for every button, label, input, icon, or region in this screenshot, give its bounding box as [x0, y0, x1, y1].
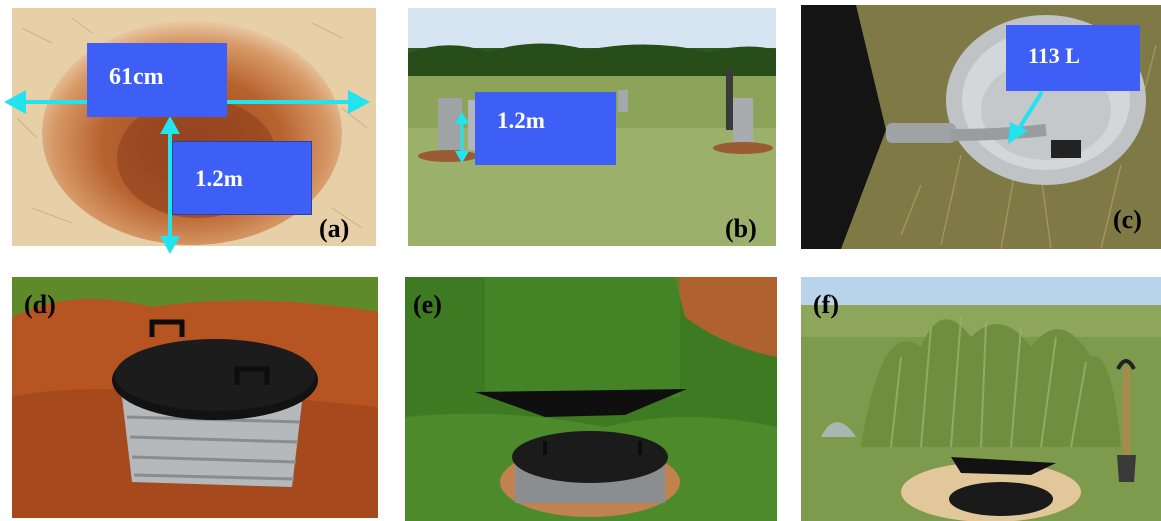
panel-label-a: (a) [319, 214, 350, 243]
annotation-volume: 113 L [1006, 25, 1140, 91]
photo-panel-f: (f) [801, 277, 1161, 521]
photo-panel-e: (e) [405, 277, 777, 521]
panel-label-e: (e) [413, 290, 442, 319]
annotation-depth-a: 1.2m [172, 141, 312, 215]
photo-e-chute [405, 277, 777, 521]
panel-label-d: (d) [24, 290, 56, 319]
annotation-diameter: 61cm [87, 43, 227, 117]
photo-panel-c: (c) [801, 5, 1161, 249]
photo-f-grass [801, 277, 1161, 521]
photo-d-lid [12, 277, 378, 518]
panel-label-c: (c) [1113, 205, 1142, 234]
annotation-depth-b: 1.2m [475, 92, 616, 165]
panel-label-b: (b) [725, 214, 757, 243]
photo-panel-b: (b) [408, 8, 776, 246]
photo-panel-d: (d) [12, 277, 378, 518]
panel-label-f: (f) [813, 290, 839, 319]
photo-b-field [408, 8, 776, 246]
photo-c-tank [801, 5, 1161, 249]
